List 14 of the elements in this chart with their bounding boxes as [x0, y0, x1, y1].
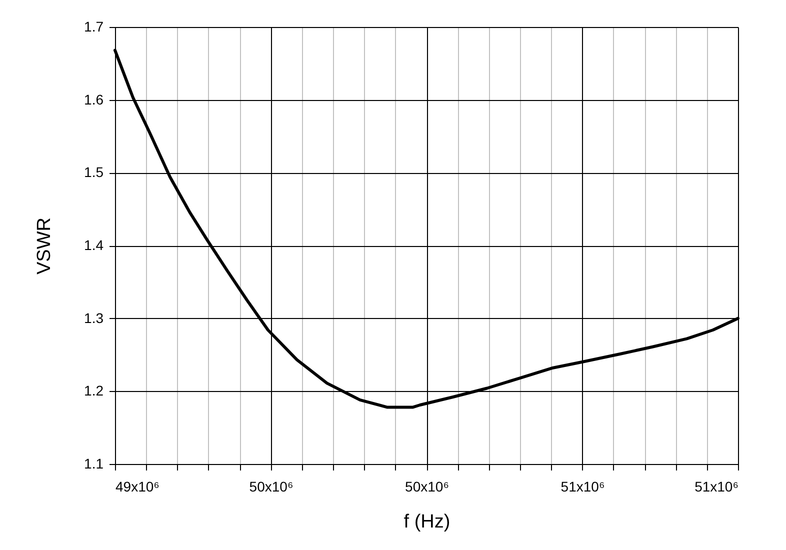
x-tick-label: 49x10⁶	[116, 478, 160, 494]
y-tick-label: 1.2	[84, 382, 104, 399]
y-tick-label: 1.3	[84, 310, 104, 326]
y-axis-title: VSWR	[34, 218, 56, 274]
x-tick-label: 51x10⁶	[694, 478, 738, 494]
x-tick-label: 51x10⁶	[560, 478, 605, 494]
y-tick-label: 1.5	[84, 164, 104, 180]
y-tick-label: 1.1	[84, 456, 104, 472]
x-axis-title: f (Hz)	[404, 512, 450, 532]
y-tick-label: 1.4	[84, 237, 104, 253]
y-tick-label: 1.7	[84, 18, 104, 34]
y-tick-label: 1.6	[84, 91, 104, 108]
x-tick-label: 50x10⁶	[405, 478, 449, 494]
x-tick-label: 50x10⁶	[249, 478, 294, 494]
